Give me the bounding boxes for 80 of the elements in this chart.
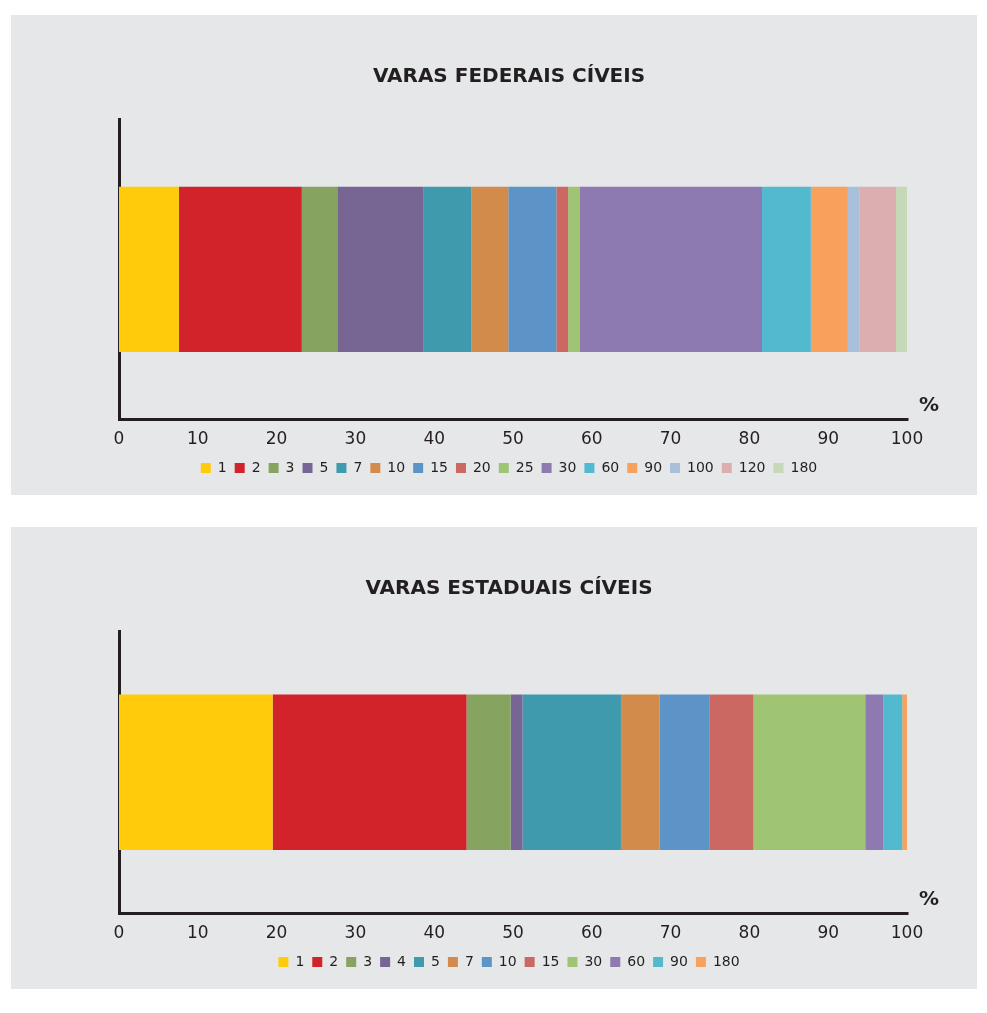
- legend-label: 10: [387, 458, 406, 475]
- bar: [659, 694, 710, 851]
- bar: [762, 186, 811, 352]
- x-tick-label: 70: [659, 428, 682, 449]
- x-tick-label: 100: [890, 922, 924, 943]
- bar: [620, 694, 660, 851]
- x-tick-label: 70: [659, 922, 682, 943]
- bar: [865, 694, 884, 851]
- bar: [178, 186, 302, 352]
- bar: [579, 186, 763, 352]
- legend-label: 3: [363, 952, 373, 969]
- legend-label: 180: [712, 952, 740, 969]
- legend-label: 60: [627, 952, 646, 969]
- legend-label: 5: [431, 952, 440, 969]
- x-tick-label: 0: [113, 922, 125, 943]
- legend-label: 7: [353, 458, 363, 475]
- bar: [709, 694, 754, 851]
- x-tick-label: 10: [186, 922, 209, 943]
- bar: [510, 694, 523, 851]
- legend-label: 120: [738, 458, 766, 475]
- bar: [753, 694, 866, 851]
- x-tick-label: 90: [817, 922, 840, 943]
- x-axis-title: %: [919, 885, 940, 910]
- x-tick-label: 90: [817, 428, 840, 449]
- bar: [119, 694, 273, 851]
- bar: [337, 186, 424, 352]
- x-tick-label: 30: [344, 428, 367, 449]
- bar: [471, 186, 509, 352]
- legend-label: 30: [558, 458, 577, 475]
- x-tick-label: 30: [344, 922, 367, 943]
- x-tick-label: 80: [738, 922, 761, 943]
- x-tick-label: 0: [113, 428, 125, 449]
- bar: [568, 186, 580, 352]
- bar: [556, 186, 569, 352]
- bar: [508, 186, 557, 352]
- legend-label: 2: [329, 952, 339, 969]
- legend-label: 3: [285, 458, 295, 475]
- x-axis-title: %: [919, 391, 940, 416]
- x-tick-label: 50: [502, 922, 524, 943]
- legend-label: 60: [601, 458, 620, 475]
- legend-label: 15: [541, 952, 560, 969]
- bar: [883, 694, 903, 851]
- legend-label: 20: [472, 458, 491, 475]
- legend-label: 7: [464, 952, 474, 969]
- x-tick-label: 50: [502, 428, 524, 449]
- legend-label: 180: [790, 458, 818, 475]
- legend-label: 25: [515, 458, 534, 475]
- legend-label: 10: [498, 952, 517, 969]
- bar: [301, 186, 338, 352]
- x-tick-label: 40: [423, 428, 446, 449]
- x-tick-label: 40: [423, 922, 446, 943]
- bar: [902, 694, 907, 851]
- bar: [895, 186, 907, 352]
- legend-label: 1: [217, 458, 227, 475]
- bar: [522, 694, 621, 851]
- bar: [847, 186, 860, 352]
- bar: [272, 694, 467, 851]
- bar: [466, 694, 511, 851]
- x-tick-label: 100: [890, 428, 924, 449]
- x-tick-label: 20: [265, 428, 288, 449]
- x-tick-label: 60: [580, 428, 603, 449]
- x-tick-label: 80: [738, 428, 761, 449]
- legend-label: 30: [584, 952, 603, 969]
- legend-label: 1: [295, 952, 305, 969]
- legend-label: 100: [687, 458, 714, 475]
- chart-title: VARAS FEDERAIS CÍVEIS: [372, 63, 646, 88]
- legend-label: 90: [670, 952, 688, 969]
- bar: [423, 186, 472, 352]
- legend-label: 15: [430, 458, 448, 475]
- legend-label: 5: [319, 458, 329, 475]
- chart-title: VARAS ESTADUAIS CÍVEIS: [365, 575, 653, 600]
- bar: [119, 186, 179, 352]
- bar: [859, 186, 896, 352]
- legend-label: 2: [251, 458, 261, 475]
- bar: [810, 186, 848, 352]
- x-tick-label: 20: [265, 922, 288, 943]
- x-tick-label: 60: [580, 922, 603, 943]
- legend-label: 4: [397, 952, 407, 969]
- legend-label: 90: [644, 458, 663, 475]
- x-tick-label: 10: [186, 428, 209, 449]
